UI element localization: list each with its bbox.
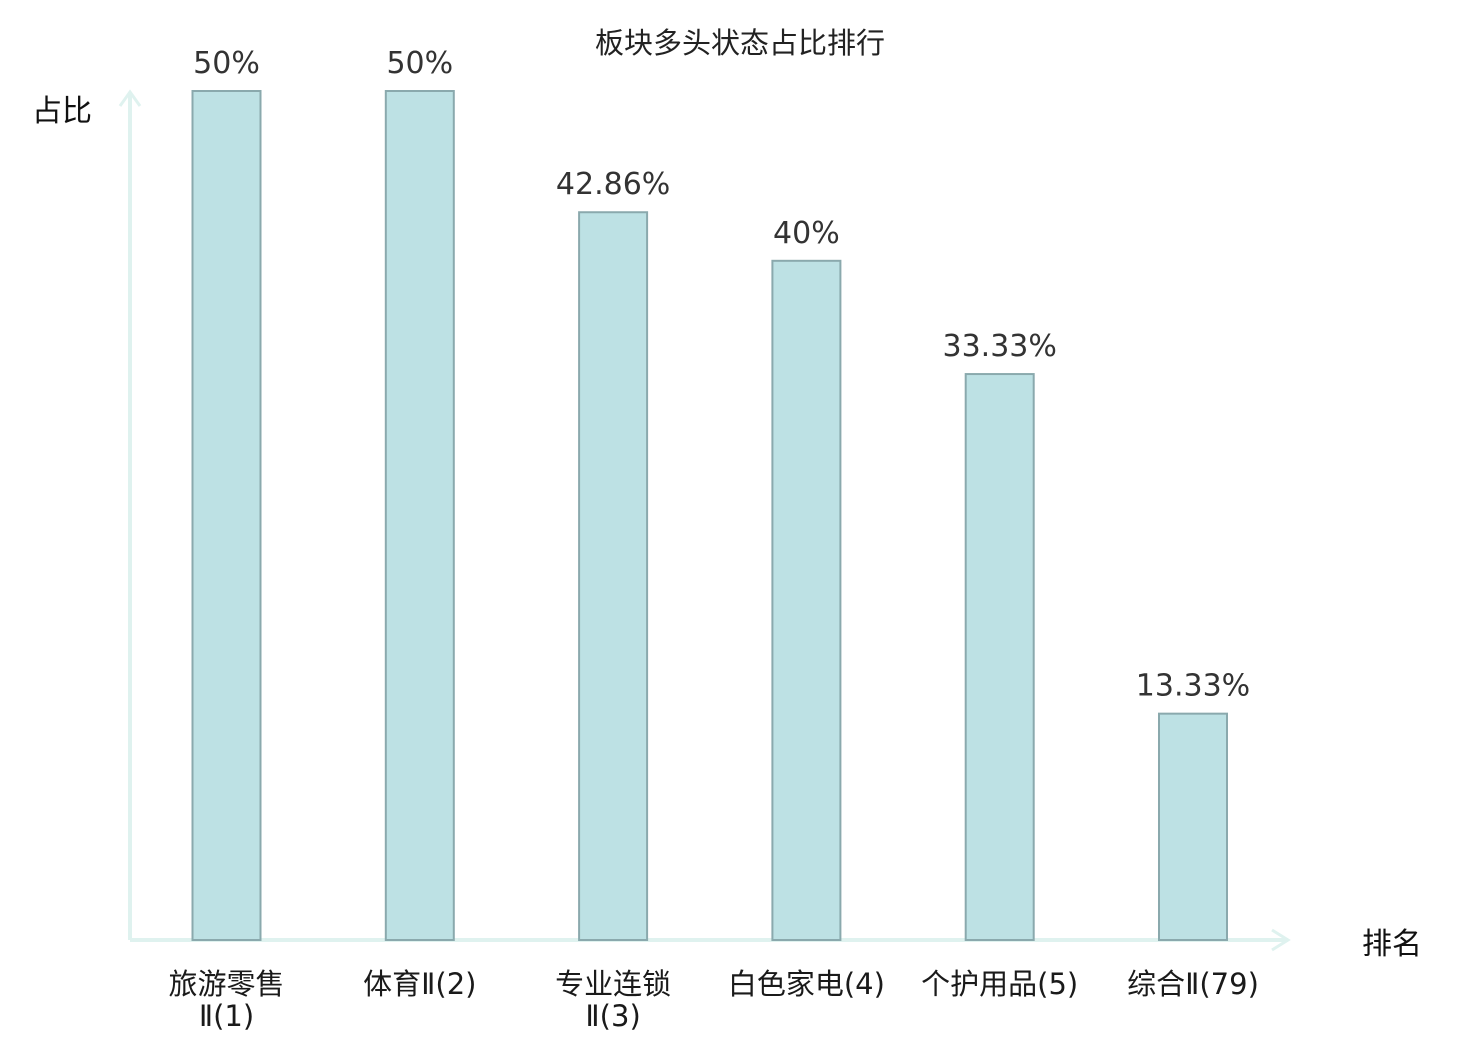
data-label: 50% xyxy=(386,46,453,81)
data-label: 42.86% xyxy=(556,167,670,202)
data-label: 40% xyxy=(773,216,840,251)
x-tick-label: 综合Ⅱ(79) xyxy=(1127,967,1259,1001)
bar xyxy=(191,90,262,941)
x-tick-label: Ⅱ(3) xyxy=(585,999,640,1033)
bar xyxy=(578,211,649,942)
x-axis-arrow xyxy=(1271,928,1291,952)
y-axis-label: 占比 xyxy=(32,94,92,129)
data-label: 33.33% xyxy=(943,329,1057,364)
x-axis-label: 排名 xyxy=(1362,927,1422,962)
x-tick-label: Ⅱ(1) xyxy=(199,999,254,1033)
chart-title: 板块多头状态占比排行 xyxy=(595,26,885,60)
bars xyxy=(191,90,1228,942)
data-label: 13.33% xyxy=(1136,669,1250,704)
bar xyxy=(771,259,842,941)
x-tick-label: 旅游零售 xyxy=(168,967,284,1001)
x-tick-label: 体育Ⅱ(2) xyxy=(363,967,476,1001)
y-axis-arrow xyxy=(118,89,142,107)
data-label: 50% xyxy=(193,46,260,81)
bar xyxy=(384,90,455,941)
value-labels: 50% 50% 42.86% 40% 33.33% 13.33% xyxy=(193,46,1250,704)
x-tick-label: 个护用品(5) xyxy=(921,967,1078,1001)
bar xyxy=(1158,712,1228,942)
x-tick-label: 专业连锁 xyxy=(555,967,671,1001)
bar xyxy=(964,373,1035,942)
axes xyxy=(118,89,1291,952)
x-tick-label: 白色家电(4) xyxy=(728,967,885,1001)
